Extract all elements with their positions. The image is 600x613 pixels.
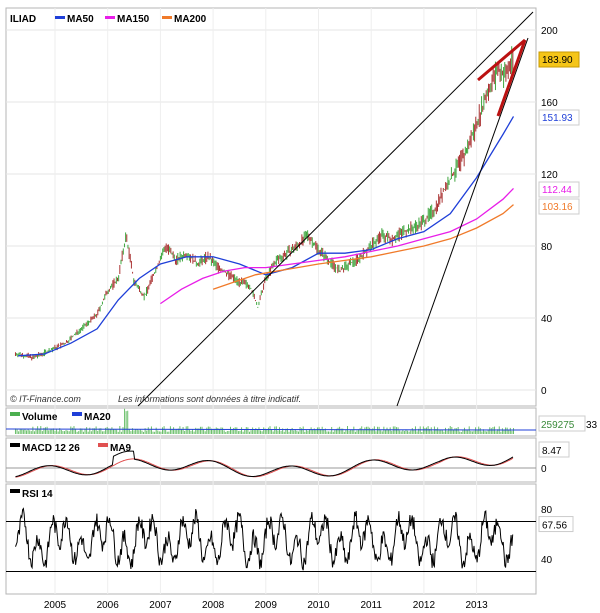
legend-swatch-ma150 — [105, 16, 115, 19]
price-tick-label: 160 — [541, 98, 558, 109]
volume-series — [5, 408, 537, 434]
value-tag-price — [538, 51, 580, 68]
wedge-lower-line — [496, 39, 527, 117]
macd-ma9-swatch — [98, 443, 108, 447]
value-tag-label-ma150: 112.44 — [542, 185, 572, 196]
price-series — [14, 46, 515, 361]
volume-ma20-legend-label: MA20 — [84, 412, 111, 423]
macd-value-tag — [538, 441, 570, 458]
series-line-ma150 — [160, 187, 514, 305]
rsi-line — [15, 507, 514, 571]
price-tick-label: 120 — [541, 170, 558, 181]
macd-ma9-legend-label: MA9 — [110, 443, 132, 454]
series-line-ma200 — [212, 204, 514, 290]
rsi-legend: RSI 14 40 80 67.56 — [10, 489, 574, 566]
value-tag-ma200 — [538, 198, 580, 215]
rsi-value-tag — [538, 516, 574, 533]
wedge-upper-line — [477, 38, 526, 82]
rsi-tick-label: 40 — [541, 555, 553, 566]
legend-label-ma200: MA200 — [174, 14, 207, 25]
macd-legend-label: MACD 12 26 — [22, 443, 80, 454]
rsi-legend-label: RSI 14 — [22, 489, 53, 500]
x-tick-label: 2005 — [44, 600, 67, 611]
rsi-tick-label: 80 — [541, 505, 553, 516]
price-panel — [5, 7, 537, 407]
trendlines — [137, 11, 534, 407]
volume-ma20-line — [5, 428, 537, 431]
x-axis: 2005 2006 2007 2008 2009 2010 2011 2012 2013 — [44, 600, 488, 611]
price-axis: 0 40 80 120 160 200 — [541, 26, 558, 397]
trendline-long — [137, 11, 534, 407]
legend-label-ma150: MA150 — [117, 14, 150, 25]
x-tick-label: 2007 — [149, 600, 172, 611]
macd-ma9-line — [15, 456, 514, 478]
macd-tick-label: 0 — [541, 464, 547, 475]
value-tags: 183.90 151.93 112.44 103.16 — [538, 51, 580, 215]
x-tick-label: 2008 — [202, 600, 225, 611]
price-tick-label: 0 — [541, 386, 547, 397]
volume-ma20-swatch — [72, 412, 82, 416]
macd-panel — [5, 437, 537, 483]
rsi-series — [6, 507, 536, 572]
disclaimer-label: Les informations sont données à titre in… — [118, 394, 301, 404]
volume-legend-label: Volume — [22, 412, 58, 423]
macd-value-label: 8.47 — [542, 446, 562, 457]
rsi-value-label: 67.56 — [542, 521, 567, 532]
volume-swatch — [10, 412, 20, 416]
x-tick-label: 2012 — [413, 600, 436, 611]
value-tag-ma50 — [538, 109, 580, 126]
price-tick-label: 80 — [541, 242, 553, 253]
x-tick-label: 2010 — [307, 600, 330, 611]
x-tick-label: 2009 — [255, 600, 278, 611]
macd-line — [15, 450, 514, 478]
value-tag-ma150 — [538, 181, 580, 198]
volume-value-extra: 33 — [586, 420, 598, 431]
price-legend: ILIAD MA50 MA150 MA200 — [10, 14, 207, 25]
legend-swatch-ma200 — [162, 16, 172, 19]
rsi-panel — [5, 483, 537, 595]
legend-label-iliad: ILIAD — [10, 14, 36, 25]
source-label: © IT-Finance.com — [10, 394, 81, 404]
rsi-swatch — [10, 489, 20, 493]
price-tick-label: 200 — [541, 26, 558, 37]
x-tick-label: 2006 — [97, 600, 120, 611]
legend-label-ma50: MA50 — [67, 14, 94, 25]
x-tick-label: 2013 — [465, 600, 488, 611]
series-line-ma50 — [18, 116, 515, 357]
value-tag-label-ma200: 103.16 — [542, 202, 573, 213]
value-tag-label-price: 183.90 — [542, 55, 573, 66]
macd-swatch — [10, 443, 20, 447]
legend-swatch-ma50 — [55, 16, 65, 19]
volume-value-tag — [538, 415, 586, 432]
volume-legend: Volume MA20 259275 33 — [10, 412, 598, 432]
volume-value-label: 259275 — [541, 420, 575, 431]
price-tick-label: 40 — [541, 314, 553, 325]
x-tick-label: 2011 — [360, 600, 382, 611]
value-tag-label-ma50: 151.93 — [542, 113, 573, 124]
trendline-steep — [396, 37, 529, 407]
macd-legend: MACD 12 26 MA9 8.47 0 — [10, 441, 570, 475]
macd-series — [6, 450, 536, 478]
